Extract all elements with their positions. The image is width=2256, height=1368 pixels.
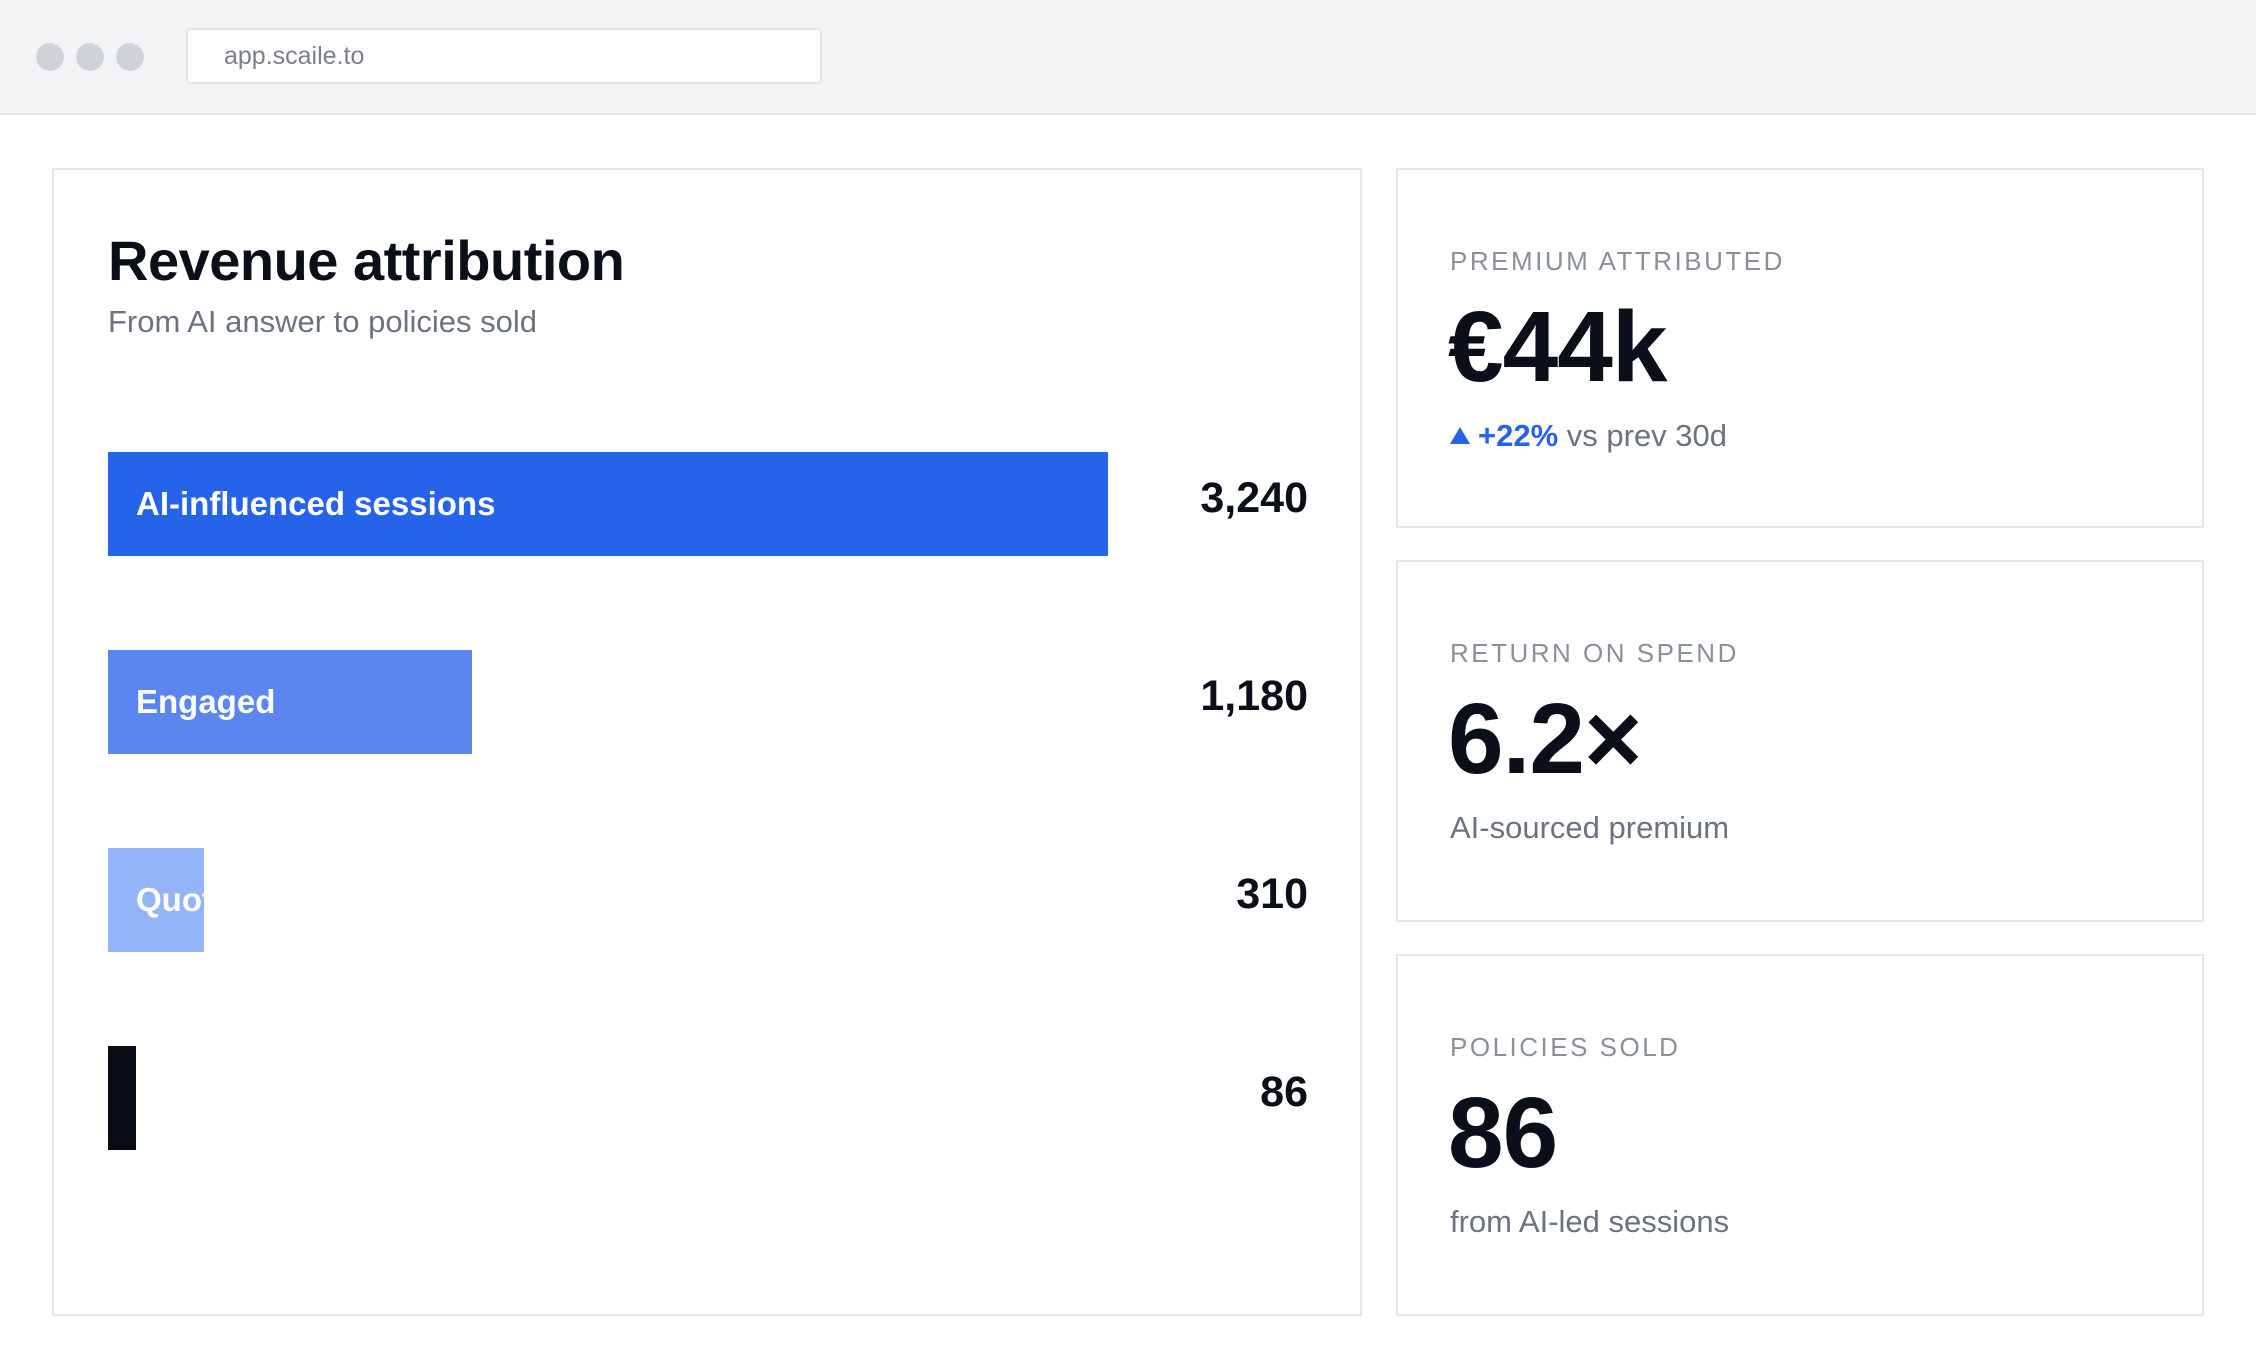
policies-sold-card: POLICIES SOLD 86 from AI-led sessions <box>1396 954 2204 1316</box>
stat-value: 86 <box>1448 1077 1558 1189</box>
funnel-value-label: 1,180 <box>1200 672 1308 720</box>
funnel-value-label: 3,240 <box>1200 474 1308 522</box>
window-close-dot[interactable] <box>36 43 64 71</box>
window-maximize-dot[interactable] <box>116 43 144 71</box>
card-subtitle: From AI answer to policies sold <box>108 304 538 339</box>
stat-value: €44k <box>1448 291 1667 403</box>
return-on-spend-card: RETURN ON SPEND 6.2× AI-sourced premium <box>1396 560 2204 922</box>
stat-note: from AI-led sessions <box>1450 1204 1730 1239</box>
address-bar[interactable]: app.scaile.to <box>186 28 822 84</box>
stat-label: PREMIUM ATTRIBUTED <box>1450 246 1785 276</box>
funnel-bar: Engaged <box>108 650 472 754</box>
stat-value: 6.2× <box>1448 683 1642 795</box>
funnel-bar: Quote started <box>108 848 351 952</box>
funnel-value-label: 86 <box>1260 1068 1308 1116</box>
trend-percent: +22% <box>1478 418 1559 453</box>
funnel-bar: AI-influenced sessions <box>108 452 1108 556</box>
funnel-bar: Sold <box>108 1046 208 1150</box>
funnel-value-label: 310 <box>1236 870 1308 918</box>
premium-attributed-card: PREMIUM ATTRIBUTED €44k +22% vs prev 30d <box>1396 168 2204 528</box>
card-title: Revenue attribution <box>108 229 625 292</box>
stat-label: RETURN ON SPEND <box>1450 638 1739 668</box>
browser-toolbar: app.scaile.to <box>0 0 2256 115</box>
trend-up-icon <box>1450 427 1470 444</box>
stat-note: AI-sourced premium <box>1450 810 1730 845</box>
window-minimize-dot[interactable] <box>76 43 104 71</box>
stat-label: POLICIES SOLD <box>1450 1032 1681 1062</box>
trend-note: +22% vs prev 30d <box>1450 418 1727 454</box>
revenue-attribution-card: Revenue attribution From AI answer to po… <box>52 168 1362 1316</box>
trend-comparison: vs prev 30d <box>1558 418 1728 453</box>
